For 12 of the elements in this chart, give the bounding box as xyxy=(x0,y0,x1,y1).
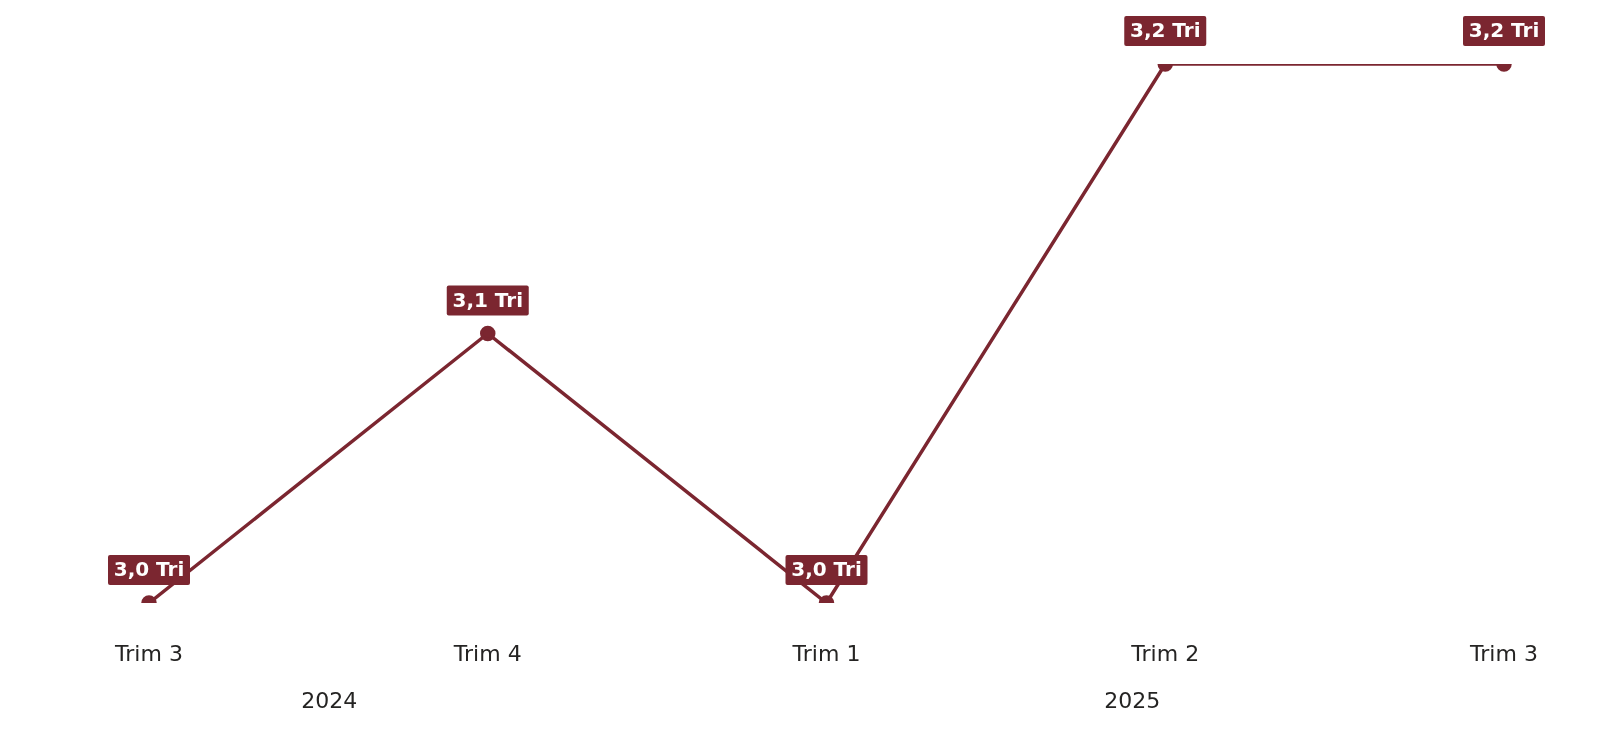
text: 2024 xyxy=(300,688,359,713)
x-tick-label: Trim 2 xyxy=(1130,641,1200,666)
x-tick-label: Trim 1 xyxy=(791,641,861,666)
data-label: 3,2 Tri xyxy=(1129,18,1201,42)
data-label: 3,2 Tri xyxy=(1468,18,1540,42)
x-tick-label: Trim 4 xyxy=(452,641,522,666)
data-label: 3,0 Tri xyxy=(113,557,185,581)
text: 2025 xyxy=(1103,688,1162,713)
x-tick-label: Trim 3 xyxy=(114,641,183,666)
x-tick-label: Trim 3 xyxy=(1469,641,1538,666)
data-label: 3,0 Tri xyxy=(791,557,862,581)
data-label: 3,1 Tri xyxy=(452,287,524,312)
